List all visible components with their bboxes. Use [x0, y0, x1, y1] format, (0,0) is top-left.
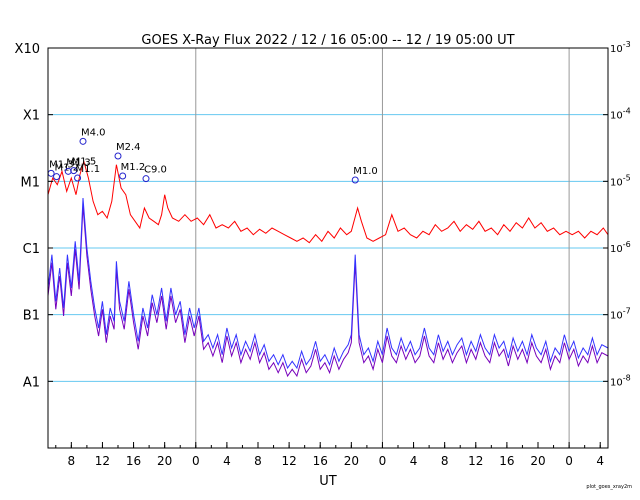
flux-tick-label: 10-3: [610, 40, 631, 55]
flare-class-label: B1: [23, 309, 40, 324]
x-axis-label: UT: [319, 474, 337, 489]
x-axis-ticks: 8 12 16 20 0 4 8 12 16 20 0 4 8 12 16 20 0 4: [55, 442, 604, 468]
x-tick-label: 12: [95, 454, 110, 468]
flare-label: M4.0: [81, 127, 106, 138]
flux-axis: 10-3 10-4 10-5 10-6 10-7 10-8: [603, 40, 631, 388]
flare-class-axis: X10 X1 M1 C1 B1 A1: [15, 42, 53, 390]
x-tick-label: 12: [468, 454, 483, 468]
x-tick-label: 8: [68, 454, 76, 468]
flare-marker: [119, 172, 127, 180]
flare-label: M1.3: [49, 159, 74, 170]
x-tick-label: 12: [281, 454, 296, 468]
flare-marker: [79, 137, 87, 145]
x-tick-label: 0: [565, 454, 573, 468]
flare-label: C9.0: [144, 165, 167, 176]
x-tick-label: 0: [192, 454, 200, 468]
flare-marker: [53, 173, 61, 181]
flare-marker: [47, 169, 55, 177]
short-channel-secondary-line: [47, 205, 609, 378]
footer-label: plot_goes_xray2m: [586, 484, 632, 490]
x-tick-label: 16: [499, 454, 514, 468]
x-tick-label: 16: [126, 454, 141, 468]
flare-marker: [70, 167, 78, 175]
flare-label: M1.2: [121, 162, 146, 173]
x-tick-label: 4: [223, 454, 231, 468]
flux-tick-label: 10-5: [610, 173, 631, 188]
flare-marker: [74, 174, 82, 182]
flux-tick-label: 10-8: [610, 373, 631, 388]
x-tick-label: 20: [530, 454, 545, 468]
grid-lines: [48, 114, 608, 382]
flare-label: M1.0: [353, 166, 378, 177]
flare-class-label: M1: [21, 175, 41, 190]
x-tick-label: 16: [313, 454, 328, 468]
flare-label: M1.3: [66, 157, 91, 168]
flare-marker: [351, 176, 359, 184]
flare-marker: [142, 175, 150, 183]
flare-markers: M1.3M1.2M1.3M1.5M1.1M4.0M2.4M1.2C9.0 M1.0: [47, 127, 378, 184]
x-tick-label: 20: [344, 454, 359, 468]
flare-marker: [114, 152, 122, 160]
flux-tick-label: 10-7: [610, 307, 631, 322]
x-tick-label: 20: [157, 454, 172, 468]
x-tick-label: 8: [254, 454, 262, 468]
short-channel-line: [47, 197, 609, 370]
flux-series: [47, 159, 609, 378]
flare-label: M1.1: [76, 164, 101, 175]
flare-class-label: X1: [23, 109, 40, 124]
x-tick-label: 0: [379, 454, 387, 468]
flare-class-label: X10: [15, 42, 40, 57]
flux-tick-label: 10-6: [610, 240, 631, 255]
flux-tick-label: 10-4: [610, 107, 631, 122]
long-channel-line: [47, 159, 609, 244]
x-tick-label: 4: [596, 454, 604, 468]
flare-label: M2.4: [116, 142, 141, 153]
x-tick-label: 4: [410, 454, 418, 468]
chart-title: GOES X-Ray Flux 2022 / 12 / 16 05:00 -- …: [141, 33, 514, 48]
flare-class-label: A1: [23, 375, 40, 390]
flare-label: M1.5: [72, 157, 97, 168]
flare-marker: [64, 167, 72, 175]
x-tick-label: 8: [441, 454, 449, 468]
flare-class-label: C1: [23, 242, 40, 257]
day-boundary-lines: [195, 48, 570, 448]
